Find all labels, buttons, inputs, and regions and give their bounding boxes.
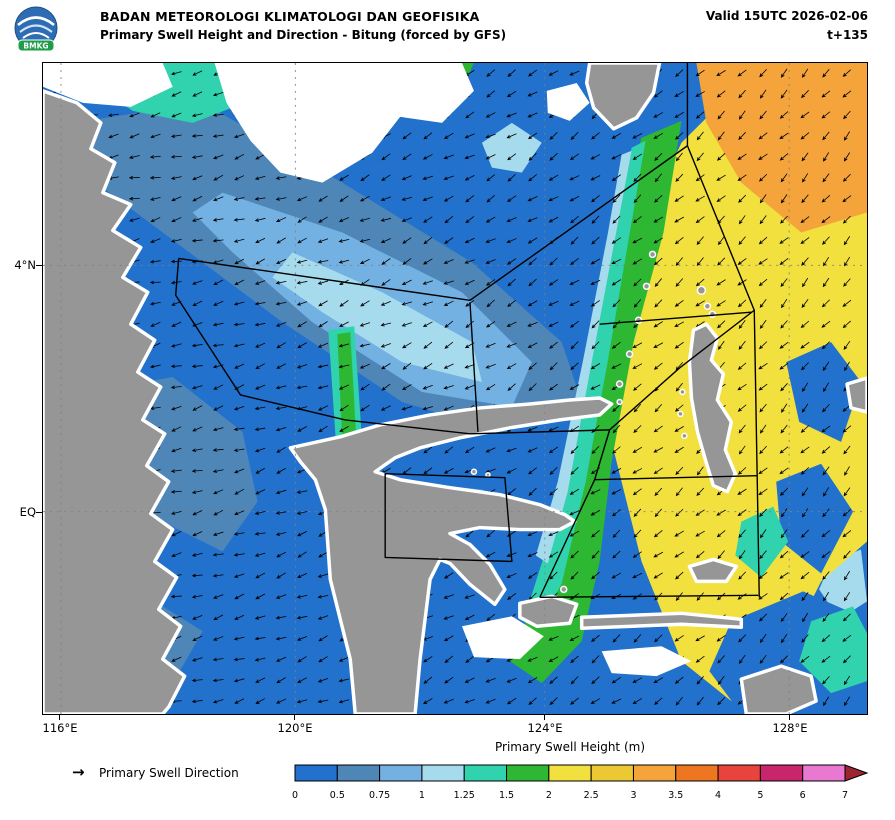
product-title: Primary Swell Height and Direction - Bit… — [100, 28, 507, 42]
svg-text:0.5: 0.5 — [330, 790, 345, 801]
land-regions — [43, 63, 867, 714]
lon-label-116e: 116°E — [42, 721, 78, 735]
lat-tick-4n — [36, 265, 42, 266]
svg-text:6: 6 — [800, 790, 806, 801]
valid-time: Valid 15UTC 2026-02-06 — [705, 9, 868, 23]
lon-label-120e: 120°E — [277, 721, 313, 735]
svg-text:0.75: 0.75 — [369, 790, 390, 801]
land-east-edge — [845, 376, 867, 414]
svg-text:4: 4 — [715, 790, 721, 801]
lat-label-eq: EQ — [19, 505, 36, 519]
logo-text: BMKG — [23, 42, 48, 51]
lon-tick-116e — [59, 715, 60, 720]
lon-tick-120e — [294, 715, 295, 720]
no-data-regions — [43, 63, 692, 677]
land-borneo — [43, 89, 187, 714]
lon-label-128e: 128°E — [772, 721, 808, 735]
lon-tick-128e — [789, 715, 790, 720]
svg-text:3: 3 — [630, 790, 636, 801]
map-canvas — [42, 62, 868, 715]
swell-direction-label: Primary Swell Direction — [99, 766, 239, 780]
land-obi — [687, 557, 739, 584]
svg-text:1.25: 1.25 — [454, 790, 475, 801]
svg-text:3.5: 3.5 — [668, 790, 683, 801]
forecast-step: t+135 — [827, 28, 868, 42]
land-mindanao — [584, 63, 662, 131]
swell-direction-arrow-icon: → — [72, 763, 85, 781]
agency-title: BADAN METEOROLOGI KLIMATOLOGI DAN GEOFIS… — [100, 9, 480, 24]
land-sulawesi — [288, 396, 614, 714]
svg-text:1.5: 1.5 — [499, 790, 514, 801]
svg-text:0: 0 — [292, 790, 298, 801]
svg-text:2.5: 2.5 — [584, 790, 599, 801]
bmkg-logo: BMKG — [14, 6, 58, 52]
forecast-zone-boundaries — [174, 63, 760, 599]
svg-text:2: 2 — [546, 790, 552, 801]
svg-text:5: 5 — [757, 790, 763, 801]
svg-text:7: 7 — [842, 790, 848, 801]
land-halmahera — [687, 322, 738, 494]
colorbar: 0 0.5 0.75 1 1.25 1.5 2 2.5 3 3.5 4 5 6 7 — [289, 762, 889, 806]
colorbar-title: Primary Swell Height (m) — [494, 740, 646, 754]
lat-tick-eq — [36, 512, 42, 513]
lat-label-4n: 4°N — [14, 258, 36, 272]
land-buru — [739, 664, 818, 714]
lon-tick-124e — [544, 715, 545, 720]
land-banggai — [518, 594, 579, 629]
lon-label-124e: 124°E — [527, 721, 563, 735]
land-sula — [579, 611, 744, 631]
svg-text:1: 1 — [419, 790, 425, 801]
